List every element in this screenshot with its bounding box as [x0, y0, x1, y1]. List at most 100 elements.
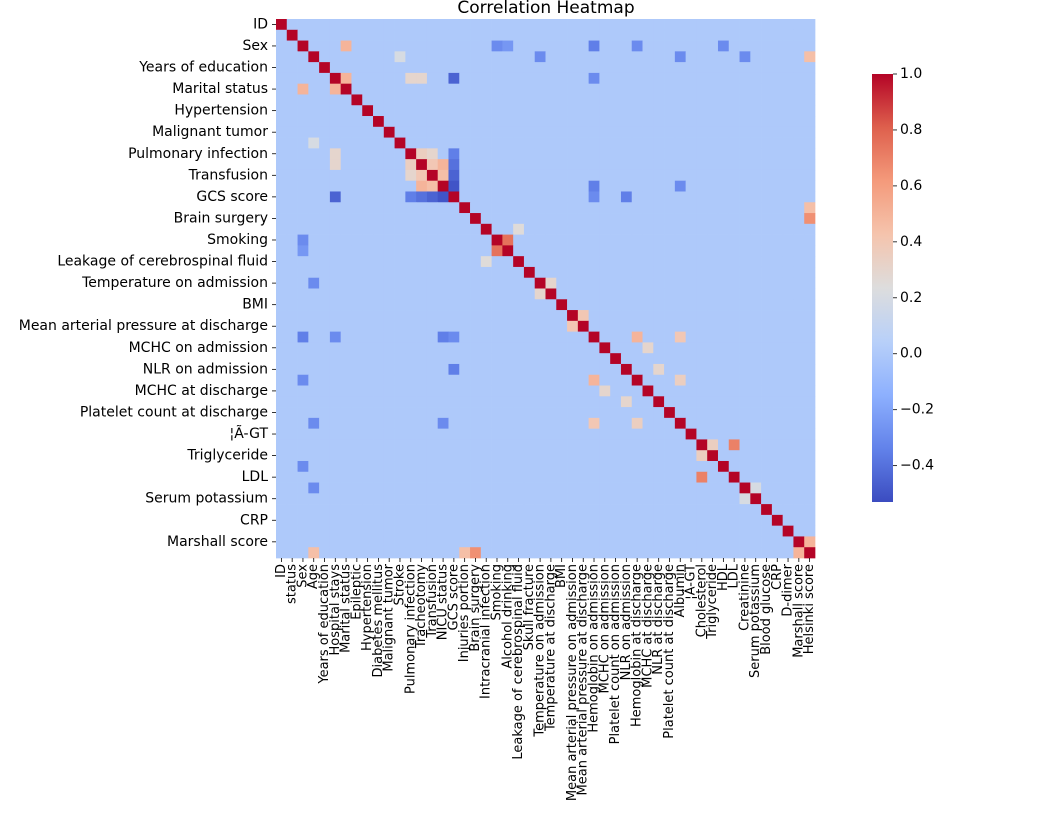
heatmap-cell [577, 450, 589, 462]
heatmap-cell [642, 169, 654, 182]
heatmap-cell [577, 191, 589, 203]
heatmap-cell [717, 277, 730, 289]
heatmap-cell [297, 29, 309, 41]
heatmap-cell [728, 536, 740, 548]
heatmap-cell [459, 180, 471, 192]
heatmap-cell [642, 353, 654, 365]
heatmap-cell [416, 374, 428, 386]
heatmap-cell [696, 213, 708, 225]
heatmap-cell [707, 234, 719, 246]
heatmap-cell [329, 148, 342, 160]
heatmap-cell [405, 51, 417, 63]
heatmap-cell [610, 407, 622, 419]
heatmap-cell [761, 202, 773, 214]
heatmap-cell [276, 191, 288, 203]
heatmap-cell [491, 83, 503, 95]
heatmap-cell [567, 29, 579, 41]
heatmap-cell [373, 471, 385, 483]
heatmap-cell [804, 245, 816, 257]
heatmap-cell [329, 105, 342, 117]
heatmap-cell [362, 374, 374, 386]
heatmap-cell [664, 342, 676, 354]
heatmap-cell [308, 169, 320, 182]
heatmap-cell [362, 471, 374, 483]
heatmap-cell [448, 288, 460, 300]
heatmap-cell [707, 417, 719, 429]
heatmap-cell [750, 169, 762, 182]
heatmap-cell [750, 439, 762, 451]
heatmap-cell [319, 331, 331, 343]
heatmap-cell [480, 29, 492, 41]
heatmap-cell [308, 277, 320, 289]
heatmap-cell [642, 266, 654, 279]
heatmap-cell [761, 180, 773, 192]
heatmap-cell [329, 137, 342, 149]
heatmap-cell [664, 310, 676, 322]
heatmap-cell [556, 460, 568, 473]
heatmap-cell [297, 223, 309, 235]
heatmap-cell [459, 83, 471, 95]
heatmap-cell [685, 504, 697, 516]
heatmap-cell [631, 385, 643, 397]
heatmap-cell [340, 460, 352, 473]
heatmap-cell [383, 256, 395, 268]
heatmap-cell [642, 288, 654, 300]
heatmap-cell [523, 504, 536, 516]
heatmap-cell [448, 396, 460, 408]
heatmap-cell [329, 417, 342, 429]
heatmap-cell [782, 137, 794, 149]
heatmap-cell [696, 493, 708, 505]
heatmap-cell [480, 493, 492, 505]
heatmap-cell [771, 234, 784, 246]
heatmap-cell [319, 169, 331, 182]
heatmap-cell [728, 256, 740, 268]
heatmap-cell [502, 277, 514, 289]
heatmap-cell [782, 353, 794, 365]
heatmap-cell [373, 180, 385, 192]
heatmap-cell [653, 213, 665, 225]
heatmap-cell [437, 29, 449, 41]
heatmap-cell [340, 245, 352, 257]
heatmap-cell [276, 234, 288, 246]
heatmap-cell [459, 72, 471, 85]
heatmap-cell [437, 126, 449, 138]
heatmap-cell [771, 277, 784, 289]
heatmap-cell [373, 62, 385, 74]
heatmap-cell [782, 320, 794, 332]
heatmap-cell [674, 51, 686, 63]
heatmap-cell [685, 547, 697, 559]
heatmap-cell [308, 320, 320, 332]
heatmap-cell [782, 277, 794, 289]
heatmap-cell [405, 72, 417, 85]
heatmap-cell [534, 460, 546, 473]
heatmap-cell [286, 116, 298, 128]
heatmap-cell [491, 525, 503, 537]
heatmap-cell [620, 482, 633, 494]
heatmap-cell [426, 428, 439, 440]
heatmap-cell [782, 94, 794, 106]
heatmap-cell [577, 245, 589, 257]
heatmap-cell [286, 320, 298, 332]
heatmap-cell [804, 428, 816, 440]
heatmap-cell [664, 428, 676, 440]
heatmap-cell [685, 439, 697, 451]
heatmap-cell [642, 180, 654, 192]
heatmap-cell [707, 504, 719, 516]
heatmap-cell [405, 342, 417, 354]
heatmap-cell [793, 439, 805, 451]
heatmap-cell [534, 299, 546, 311]
heatmap-cell [556, 482, 568, 494]
heatmap-cell [362, 277, 374, 289]
heatmap-cell [567, 202, 579, 214]
heatmap-cell [642, 417, 654, 429]
heatmap-cell [588, 525, 600, 537]
y-tick-label: Smoking [207, 232, 268, 248]
heatmap-cell [297, 180, 309, 192]
heatmap-cell [470, 310, 482, 322]
heatmap-cell [782, 245, 794, 257]
heatmap-cell [804, 525, 816, 537]
heatmap-cell [470, 191, 482, 203]
heatmap-cell [642, 256, 654, 268]
heatmap-cell [297, 51, 309, 63]
heatmap-cell [696, 471, 708, 483]
